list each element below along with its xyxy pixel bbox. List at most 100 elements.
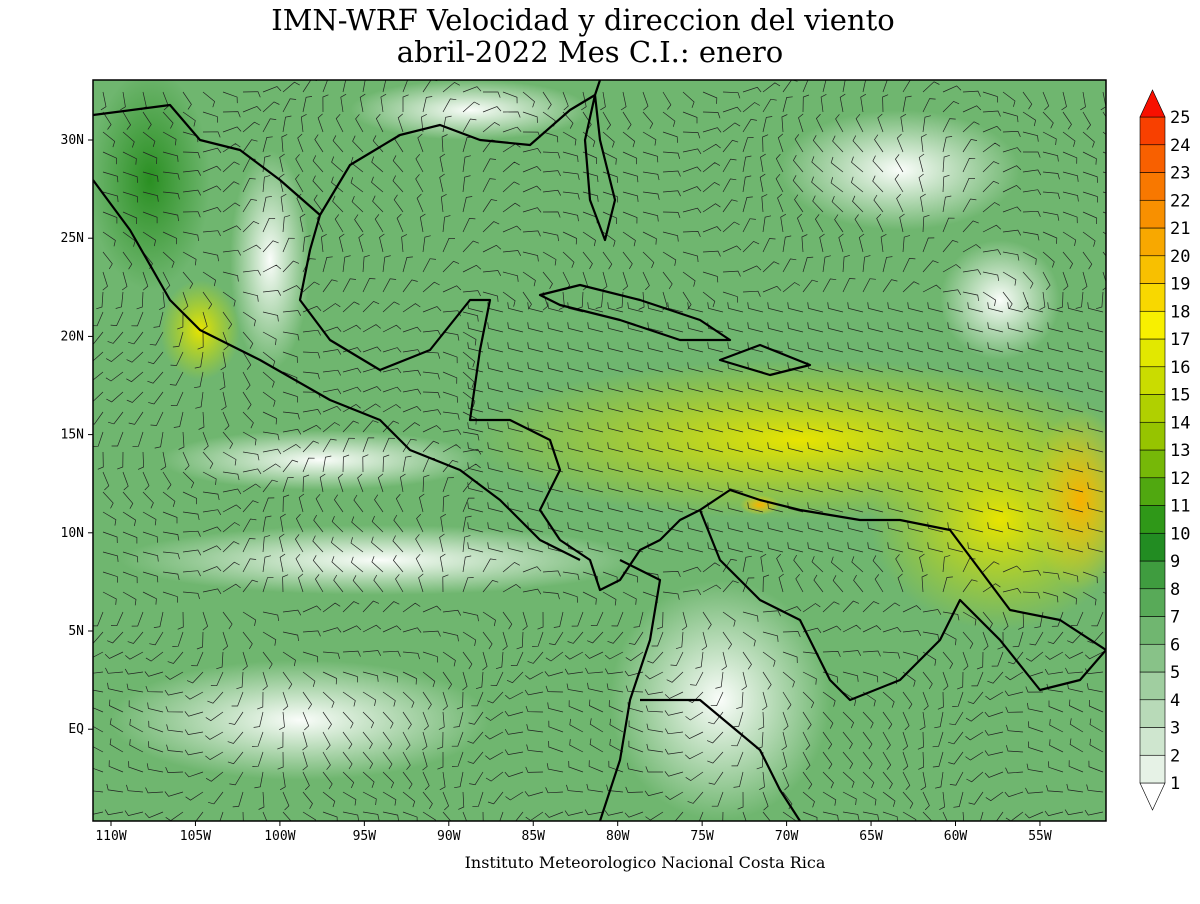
map-frame bbox=[92, 79, 1107, 822]
colorbar-label: 10 bbox=[1170, 524, 1190, 544]
colorbar-box bbox=[1139, 199, 1166, 229]
colorbar-label: 17 bbox=[1170, 330, 1190, 350]
colorbar-label: 20 bbox=[1170, 247, 1190, 267]
map bbox=[93, 80, 1106, 821]
weak-wind-area bbox=[940, 240, 1060, 360]
y-tick-label: 30N bbox=[61, 133, 84, 148]
coastline bbox=[93, 80, 602, 217]
colorbar-label: 7 bbox=[1170, 608, 1180, 628]
strong-wind-area bbox=[93, 80, 210, 290]
coastline bbox=[93, 179, 581, 561]
colorbar-label: 9 bbox=[1170, 552, 1180, 572]
colorbar-label: 4 bbox=[1170, 691, 1180, 711]
colorbar-box bbox=[1139, 532, 1166, 562]
weak-wind-area bbox=[350, 80, 590, 140]
axes: 110W 105W 100W 95W 90W 85W 80W 75W 70W 65W 60W 55W 3… bbox=[61, 133, 1052, 844]
y-tick-label: EQ bbox=[68, 722, 84, 737]
colorbar-box bbox=[1139, 560, 1166, 590]
island bbox=[538, 283, 732, 342]
colorbar-box bbox=[1139, 283, 1166, 312]
weak-wind-area bbox=[160, 430, 480, 490]
weak-wind-area bbox=[110, 660, 490, 780]
y-tick-label: 25N bbox=[61, 231, 84, 246]
border bbox=[640, 698, 801, 821]
colorbar-end bbox=[1139, 89, 1166, 118]
colorbar-label: 22 bbox=[1170, 191, 1190, 211]
colorbar-label: 1 bbox=[1170, 774, 1180, 794]
colorbar-box bbox=[1139, 338, 1166, 368]
colorbar-box bbox=[1139, 255, 1166, 284]
y-tick-label: 15N bbox=[61, 428, 84, 443]
colorbar-box bbox=[1139, 505, 1166, 534]
colorbar-box bbox=[1139, 394, 1166, 423]
colorbar-box bbox=[1139, 643, 1166, 673]
colorbar-label: 5 bbox=[1170, 663, 1180, 683]
colorbar-label: 3 bbox=[1170, 719, 1180, 739]
coastline bbox=[298, 214, 1106, 651]
island bbox=[718, 343, 812, 377]
x-tick-label: 95W bbox=[353, 829, 377, 844]
colorbar-label: 8 bbox=[1170, 580, 1180, 600]
colorbar-box bbox=[1139, 366, 1166, 395]
colorbar-label: 11 bbox=[1170, 497, 1190, 517]
colorbar-end bbox=[1139, 782, 1166, 811]
y-tick-label: 10N bbox=[61, 526, 84, 541]
colorbar-box bbox=[1139, 172, 1166, 201]
title-line: abril-2022 Mes C.I.: enero bbox=[397, 35, 783, 69]
coastline bbox=[598, 559, 662, 821]
colorbar-box bbox=[1139, 449, 1166, 479]
colorbar-box bbox=[1139, 477, 1166, 506]
colorbar-box bbox=[1139, 699, 1166, 728]
x-tick-label: 100W bbox=[264, 829, 295, 844]
colorbar-label: 23 bbox=[1170, 164, 1190, 184]
colorbar-label: 24 bbox=[1170, 136, 1190, 156]
weak-wind-area bbox=[120, 525, 640, 595]
x-tick-label: 90W bbox=[437, 829, 461, 844]
weak-wind-area bbox=[230, 150, 310, 370]
colorbar-label: 19 bbox=[1170, 275, 1190, 295]
colorbar-box bbox=[1139, 421, 1166, 451]
x-tick-label: 60W bbox=[944, 829, 968, 844]
x-tick-label: 85W bbox=[522, 829, 546, 844]
colorbar-label: 14 bbox=[1170, 413, 1190, 433]
colorbar-box bbox=[1139, 116, 1166, 146]
strongest-wind-area bbox=[1030, 410, 1106, 590]
y-tick-label: 20N bbox=[61, 329, 84, 344]
coastline bbox=[583, 93, 617, 242]
colorbar-box bbox=[1139, 588, 1166, 617]
colorbar-box bbox=[1139, 144, 1166, 173]
colorbar-label: 18 bbox=[1170, 302, 1190, 322]
y-tick-label: 5N bbox=[68, 624, 84, 639]
colorbar-label: 25 bbox=[1170, 108, 1190, 128]
colorbar-label: 21 bbox=[1170, 219, 1190, 239]
colorbar-box bbox=[1139, 754, 1166, 784]
x-tick-label: 75W bbox=[690, 829, 714, 844]
colorbar-label: 6 bbox=[1170, 635, 1180, 655]
title-line: IMN-WRF Velocidad y direccion del viento bbox=[271, 3, 894, 37]
colorbar-label: 16 bbox=[1170, 358, 1190, 378]
x-tick-label: 65W bbox=[859, 829, 883, 844]
colorbar-label: 13 bbox=[1170, 441, 1190, 461]
colorbar-label: 15 bbox=[1170, 386, 1190, 406]
weak-wind-area bbox=[780, 110, 1020, 230]
footer: Instituto Meteorologico Nacional Costa R… bbox=[465, 853, 826, 872]
x-tick-label: 55W bbox=[1028, 829, 1052, 844]
colorbar: 1234567891011121314151617181920212223242… bbox=[1139, 89, 1190, 811]
colorbar-label: 12 bbox=[1170, 469, 1190, 489]
x-tick-label: 70W bbox=[775, 829, 799, 844]
x-tick-label: 110W bbox=[95, 829, 126, 844]
colorbar-box bbox=[1139, 671, 1166, 701]
weak-wind-area bbox=[610, 580, 830, 820]
colorbar-label: 2 bbox=[1170, 746, 1180, 766]
colorbar-box bbox=[1139, 616, 1166, 645]
colorbar-box bbox=[1139, 310, 1166, 340]
border bbox=[698, 509, 1106, 702]
barb-field bbox=[93, 80, 1106, 821]
colorbar-box bbox=[1139, 727, 1166, 756]
x-tick-label: 80W bbox=[606, 829, 630, 844]
strongest-wind-area bbox=[740, 495, 780, 515]
colorbar-box bbox=[1139, 227, 1166, 257]
wind-barbs bbox=[93, 80, 1106, 821]
x-tick-label: 105W bbox=[180, 829, 211, 844]
